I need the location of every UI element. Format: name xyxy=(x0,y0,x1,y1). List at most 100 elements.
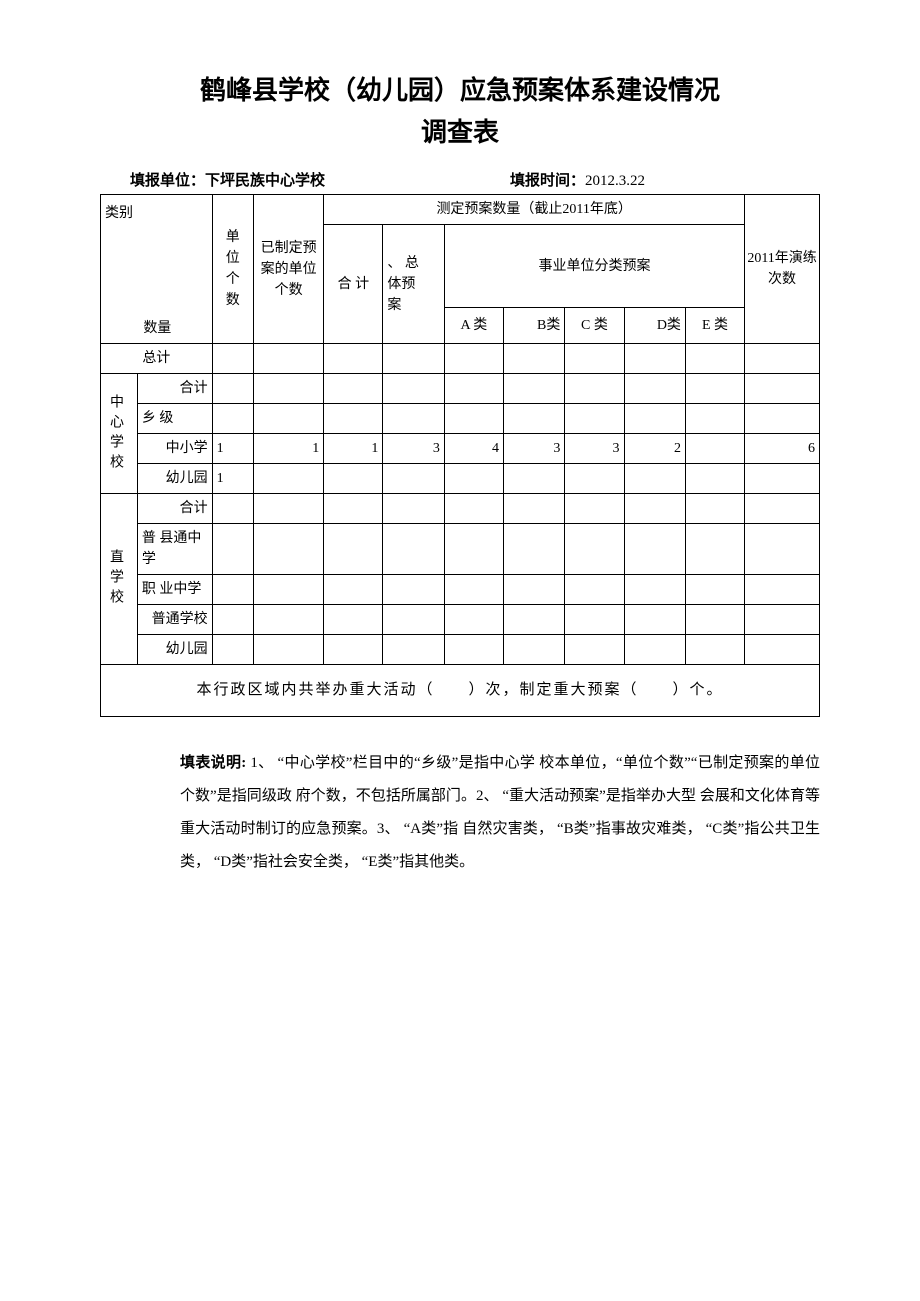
cell-label: 合计 xyxy=(137,374,212,404)
cell xyxy=(685,464,744,494)
meta-org-value: 下坪民族中心学校 xyxy=(205,173,325,189)
cell xyxy=(685,344,744,374)
meta-org-label: 填报单位： xyxy=(130,173,205,189)
hdr-e: E 类 xyxy=(685,308,744,344)
row-zx-heji: 中心学校 合计 xyxy=(101,374,820,404)
row-zh-zy: 职 业中学 xyxy=(101,575,820,605)
hdr-a: A 类 xyxy=(444,308,503,344)
hdr-b: B类 xyxy=(503,308,564,344)
cell xyxy=(444,575,503,605)
cell xyxy=(383,374,444,404)
cell xyxy=(685,524,744,575)
cell xyxy=(212,524,253,575)
cell xyxy=(503,374,564,404)
meta-date: 填报时间：2012.3.22 xyxy=(440,169,820,190)
cell xyxy=(253,524,323,575)
cell xyxy=(383,635,444,665)
cell xyxy=(565,344,624,374)
cell xyxy=(444,494,503,524)
cell xyxy=(253,635,323,665)
cell xyxy=(565,575,624,605)
cell xyxy=(745,344,820,374)
cell xyxy=(324,605,383,635)
cell xyxy=(745,464,820,494)
cell-zongji-label: 总计 xyxy=(101,344,213,374)
cell xyxy=(444,635,503,665)
cell xyxy=(745,374,820,404)
row-zongji: 总计 xyxy=(101,344,820,374)
cell xyxy=(745,494,820,524)
hdr-zongti: 、 总 体预 案 xyxy=(383,225,444,344)
cell xyxy=(624,494,685,524)
cell xyxy=(324,344,383,374)
cell-units: 1 xyxy=(212,434,253,464)
hdr-c: C 类 xyxy=(565,308,624,344)
cell xyxy=(565,464,624,494)
cell xyxy=(685,494,744,524)
cell-label: 中小学 xyxy=(137,434,212,464)
hdr-category: 类别 数量 xyxy=(101,195,213,344)
cell xyxy=(503,344,564,374)
hdr-drills: 2011年演练次数 xyxy=(745,195,820,344)
cell xyxy=(212,575,253,605)
row-zx-yey: 幼儿园 1 xyxy=(101,464,820,494)
meta-date-label: 填报时间： xyxy=(510,173,585,189)
cell-b: 3 xyxy=(503,434,564,464)
cell-a: 4 xyxy=(444,434,503,464)
hdr-unit-count: 单 位 个 数 xyxy=(212,195,253,344)
cell xyxy=(565,635,624,665)
cell-d: 2 xyxy=(624,434,685,464)
group-label-zhongxin: 中心学校 xyxy=(101,374,138,494)
group-label-zhi: 直学校 xyxy=(101,494,138,665)
cell-label: 普 县通中学 xyxy=(137,524,212,575)
cell xyxy=(503,635,564,665)
cell xyxy=(324,464,383,494)
cell-label: 合计 xyxy=(137,494,212,524)
cell xyxy=(212,374,253,404)
cell xyxy=(383,344,444,374)
cell xyxy=(624,404,685,434)
cell xyxy=(745,605,820,635)
meta-date-value: 2012.3.22 xyxy=(585,173,645,189)
cell xyxy=(745,404,820,434)
desc-head: 填表说明: xyxy=(180,755,246,771)
cell xyxy=(565,374,624,404)
cell xyxy=(253,344,323,374)
cell xyxy=(444,524,503,575)
cell xyxy=(383,575,444,605)
row-zh-heji: 直学校 合计 xyxy=(101,494,820,524)
cell xyxy=(685,635,744,665)
cell-e xyxy=(685,434,744,464)
cell-label: 乡 级 xyxy=(137,404,212,434)
cell xyxy=(324,374,383,404)
cell-label: 职 业中学 xyxy=(137,575,212,605)
cell-label: 幼儿园 xyxy=(137,464,212,494)
cell xyxy=(212,635,253,665)
cell xyxy=(324,524,383,575)
cell xyxy=(212,605,253,635)
cell xyxy=(685,374,744,404)
cell xyxy=(685,404,744,434)
cell xyxy=(253,494,323,524)
row-zh-ptzx: 普 县通中学 xyxy=(101,524,820,575)
hdr-prepared-units: 已制定预案的单位个数 xyxy=(253,195,323,344)
row-zh-ptxx: 普通学校 xyxy=(101,605,820,635)
cell xyxy=(383,464,444,494)
cell xyxy=(624,635,685,665)
cell-zongti: 3 xyxy=(383,434,444,464)
cell xyxy=(685,605,744,635)
cell xyxy=(624,605,685,635)
cell xyxy=(503,575,564,605)
row-zx-xiang: 乡 级 xyxy=(101,404,820,434)
row-zh-yey: 幼儿园 xyxy=(101,635,820,665)
cell xyxy=(253,374,323,404)
meta-org: 填报单位：下坪民族中心学校 xyxy=(130,169,440,190)
meta-row: 填报单位：下坪民族中心学校 填报时间：2012.3.22 xyxy=(100,169,820,190)
cell xyxy=(444,374,503,404)
hdr-category-plans: 事业单位分类预案 xyxy=(444,225,744,308)
cell xyxy=(503,605,564,635)
cell xyxy=(685,575,744,605)
cell xyxy=(624,524,685,575)
cell xyxy=(444,404,503,434)
cell-prepared: 1 xyxy=(253,434,323,464)
